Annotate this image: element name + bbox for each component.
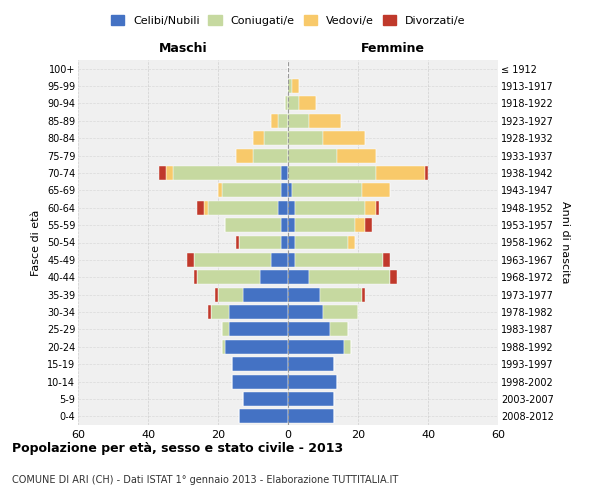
Bar <box>211 305 229 319</box>
Bar <box>323 305 358 319</box>
Bar <box>271 114 277 128</box>
Bar <box>215 288 218 302</box>
Bar <box>292 184 361 198</box>
Text: COMUNE DI ARI (CH) - Dati ISTAT 1° gennaio 2013 - Elaborazione TUTTITALIA.IT: COMUNE DI ARI (CH) - Dati ISTAT 1° genna… <box>12 475 398 485</box>
Bar <box>288 132 323 145</box>
Bar <box>288 166 376 180</box>
Bar <box>277 201 288 214</box>
Bar <box>229 305 288 319</box>
Bar <box>235 148 253 162</box>
Bar <box>309 270 389 284</box>
Bar <box>271 253 288 267</box>
Bar <box>193 270 197 284</box>
Bar <box>288 357 334 371</box>
Bar <box>376 166 425 180</box>
Bar <box>284 96 288 110</box>
Bar <box>232 374 288 388</box>
Bar <box>218 184 221 198</box>
Y-axis label: Anni di nascita: Anni di nascita <box>560 201 571 284</box>
Bar <box>263 132 288 145</box>
Bar <box>197 201 204 214</box>
Bar <box>208 305 211 319</box>
Bar <box>347 236 355 250</box>
Text: Popolazione per età, sesso e stato civile - 2013: Popolazione per età, sesso e stato civil… <box>12 442 343 455</box>
Bar <box>281 218 288 232</box>
Bar <box>288 392 334 406</box>
Bar <box>193 253 271 267</box>
Bar <box>425 166 428 180</box>
Bar <box>320 288 361 302</box>
Bar <box>204 201 208 214</box>
Bar <box>288 96 299 110</box>
Bar <box>232 357 288 371</box>
Bar <box>288 184 292 198</box>
Bar <box>221 340 225 353</box>
Bar <box>292 79 299 93</box>
Bar <box>288 148 337 162</box>
Bar <box>288 79 292 93</box>
Bar <box>288 340 344 353</box>
Bar <box>344 340 351 353</box>
Bar <box>389 270 397 284</box>
Bar <box>361 288 365 302</box>
Bar <box>288 114 309 128</box>
Bar <box>281 184 288 198</box>
Bar <box>218 288 242 302</box>
Bar <box>288 201 295 214</box>
Bar <box>288 410 334 424</box>
Bar <box>208 201 277 214</box>
Bar <box>288 270 309 284</box>
Bar <box>166 166 173 180</box>
Bar <box>383 253 389 267</box>
Bar <box>355 218 365 232</box>
Bar <box>253 148 288 162</box>
Text: Maschi: Maschi <box>158 42 208 55</box>
Bar <box>260 270 288 284</box>
Bar <box>253 132 263 145</box>
Bar <box>295 253 383 267</box>
Bar <box>173 166 281 180</box>
Bar <box>225 340 288 353</box>
Bar <box>288 305 323 319</box>
Bar <box>239 410 288 424</box>
Y-axis label: Fasce di età: Fasce di età <box>31 210 41 276</box>
Bar <box>295 201 365 214</box>
Bar <box>277 114 288 128</box>
Bar <box>288 322 330 336</box>
Bar <box>288 236 295 250</box>
Bar <box>242 392 288 406</box>
Bar <box>197 270 260 284</box>
Bar <box>295 236 347 250</box>
Bar <box>235 236 239 250</box>
Bar <box>187 253 193 267</box>
Bar <box>221 184 281 198</box>
Bar <box>281 236 288 250</box>
Bar <box>239 236 281 250</box>
Bar <box>288 253 295 267</box>
Bar <box>288 288 320 302</box>
Bar <box>242 288 288 302</box>
Bar <box>229 322 288 336</box>
Bar <box>365 201 376 214</box>
Bar <box>299 96 316 110</box>
Text: Femmine: Femmine <box>361 42 425 55</box>
Bar <box>361 184 389 198</box>
Bar <box>365 218 372 232</box>
Bar <box>295 218 355 232</box>
Bar <box>288 218 295 232</box>
Bar <box>330 322 347 336</box>
Bar <box>323 132 365 145</box>
Bar <box>288 374 337 388</box>
Bar <box>221 322 229 336</box>
Legend: Celibi/Nubili, Coniugati/e, Vedovi/e, Divorzati/e: Celibi/Nubili, Coniugati/e, Vedovi/e, Di… <box>106 10 470 30</box>
Bar <box>158 166 166 180</box>
Bar <box>225 218 281 232</box>
Bar <box>337 148 376 162</box>
Bar <box>376 201 379 214</box>
Bar <box>281 166 288 180</box>
Bar <box>309 114 341 128</box>
